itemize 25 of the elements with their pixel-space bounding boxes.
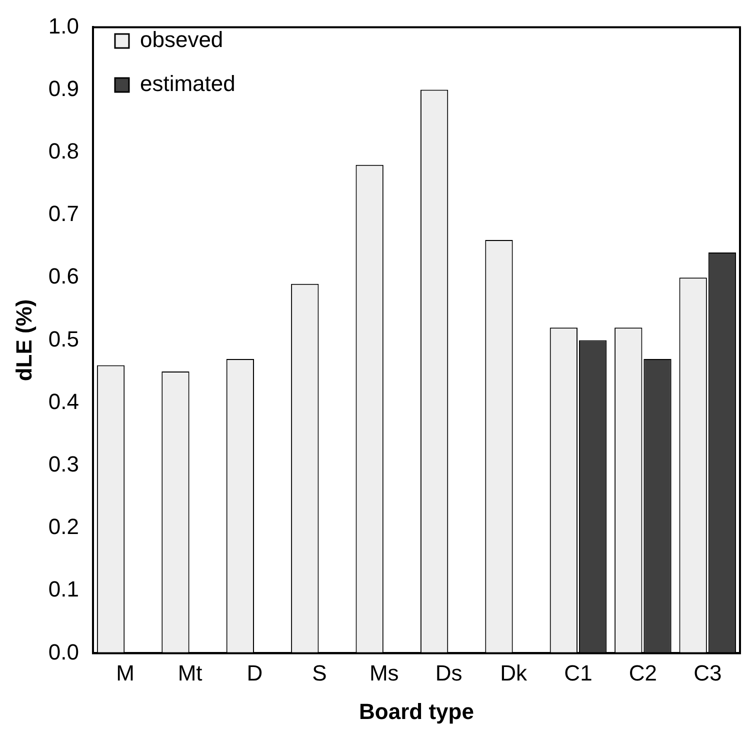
y-tick-label: 0.4 [48,388,79,414]
x-tick-label: C3 [694,660,722,686]
x-axis-title: Board type [359,698,474,724]
y-tick-label: 1.0 [48,13,79,38]
x-tick-label: C1 [564,660,592,686]
x-tick-label: Ms [369,660,399,686]
x-tick-label: D [246,660,263,686]
x-tick-label: Mt [178,660,202,686]
y-tick-label: 0.7 [48,201,79,226]
y-tick-label: 0.5 [48,326,79,352]
y-tick-label: 0.8 [48,138,79,164]
y-tick-label: 0.0 [48,639,79,664]
y-tick-label: 0.2 [48,514,79,540]
y-tick-label: 0.3 [48,451,79,476]
y-tick-label: 0.9 [48,76,79,101]
x-tick-label: S [312,660,327,686]
legend-label: estimated [140,71,236,96]
y-tick-label: 0.1 [48,576,79,602]
x-tick-label: Ds [435,660,462,686]
x-tick-label: Dk [500,660,528,686]
x-tick-label: M [116,660,134,686]
x-tick-label: C2 [628,660,658,686]
y-tick-label: 0.6 [48,264,79,289]
legend-label: obseved [140,27,224,52]
y-axis-title: dLE (%) [11,299,36,382]
